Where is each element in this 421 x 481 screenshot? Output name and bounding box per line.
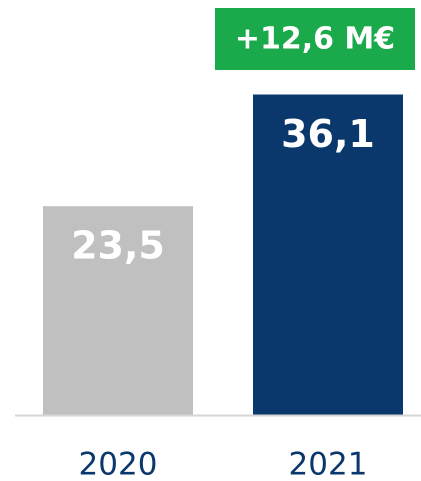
value-label: 36,1 bbox=[281, 112, 375, 156]
annotation: +12,6 M€ bbox=[235, 22, 395, 57]
annotation-box bbox=[215, 8, 415, 70]
x-tick-label: 2020 bbox=[79, 447, 158, 481]
value-label: 23,5 bbox=[71, 224, 165, 268]
bar bbox=[43, 206, 193, 415]
bar bbox=[253, 94, 403, 415]
x-tick-label: 2021 bbox=[289, 447, 368, 481]
